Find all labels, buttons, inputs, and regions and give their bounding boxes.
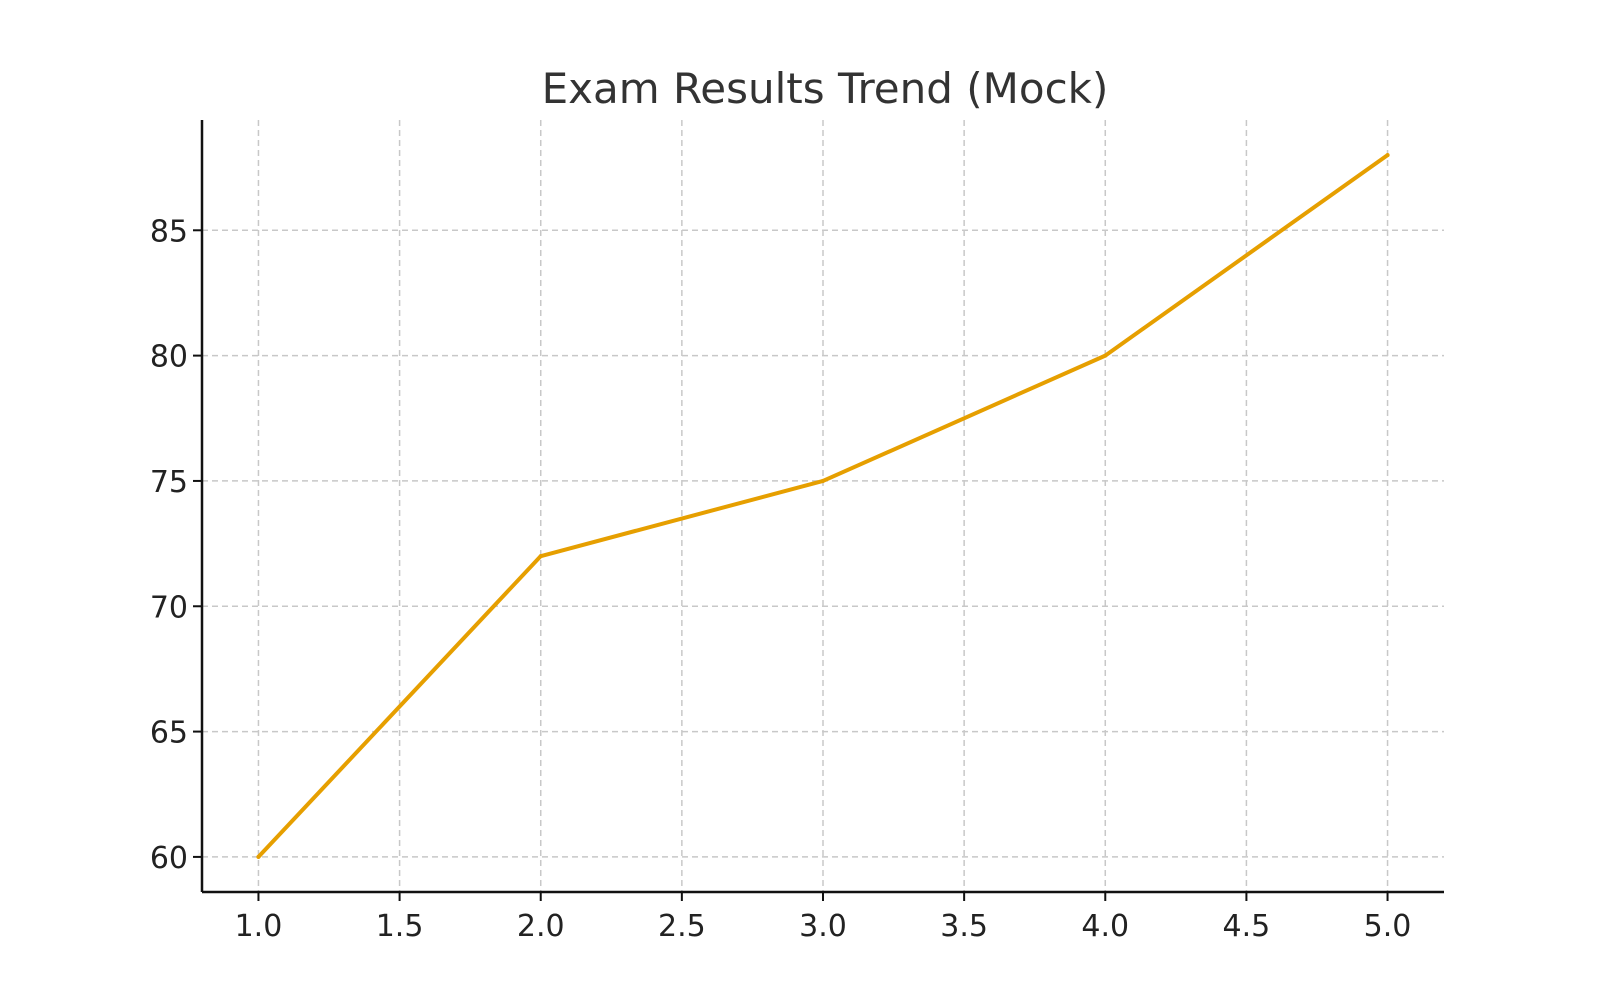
x-tick-label: 2.0 [517,909,565,944]
x-tick-label: 3.0 [799,909,847,944]
x-tick-label: 4.5 [1223,909,1271,944]
grid [202,120,1444,892]
y-tick-label: 85 [150,214,188,249]
x-tick-label: 1.5 [376,909,424,944]
y-tick-label: 80 [150,340,188,375]
y-tick-label: 65 [150,716,188,751]
y-tick-label: 60 [150,841,188,876]
y-tick-label: 70 [150,590,188,625]
data-point [538,554,543,559]
chart-title: Exam Results Trend (Mock) [542,64,1109,113]
data-point [1385,153,1390,158]
x-tick-label: 3.5 [940,909,988,944]
data-point [1103,353,1108,358]
series-layer [256,153,1390,859]
x-tick-label: 1.0 [235,909,283,944]
data-point [256,854,261,859]
x-tick-label: 5.0 [1364,909,1412,944]
tick-labels: 1.0 1.5 2.0 2.5 3.0 3.5 4.0 4.5 5.0 60 65 70 75 80 85 [150,214,1412,944]
x-tick-label: 4.0 [1081,909,1129,944]
y-tick-label: 75 [150,465,188,500]
data-point [821,478,825,483]
x-tick-label: 2.5 [658,909,706,944]
axes [193,120,1444,901]
